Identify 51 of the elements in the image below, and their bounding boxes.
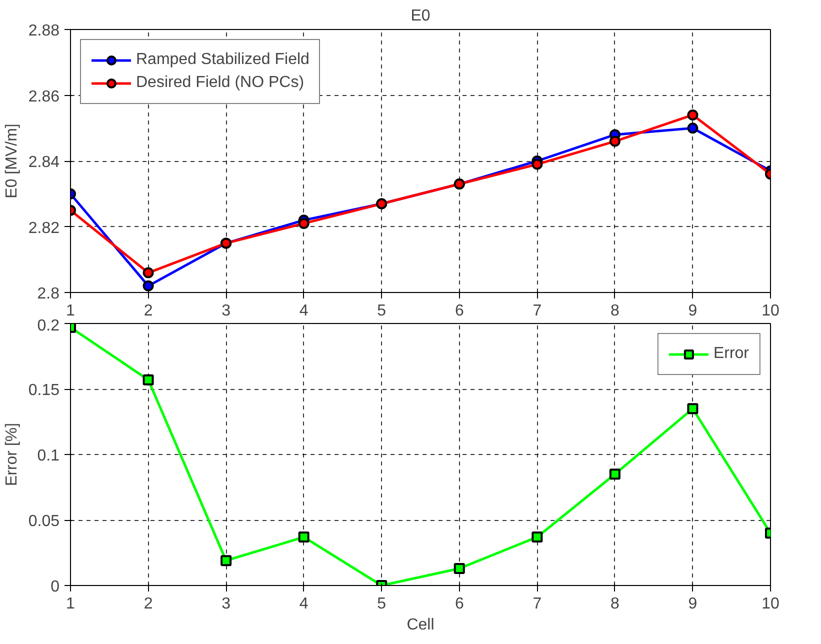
- y-tick-label: 0.2: [37, 318, 60, 334]
- x-tick-label: 8: [610, 596, 620, 612]
- y-tick-label: 2.86: [28, 88, 60, 106]
- x-tick-label: 9: [688, 302, 698, 320]
- point: [687, 109, 698, 120]
- x-tick-label: 8: [610, 302, 620, 320]
- point: [532, 532, 543, 543]
- point: [142, 267, 154, 278]
- point: [142, 280, 154, 292]
- x-tick-label: 7: [532, 596, 542, 612]
- x-axis-title: Cell: [406, 616, 434, 634]
- legend-label: Error: [713, 345, 749, 363]
- x-tick-label: 1: [66, 596, 76, 612]
- y-tick-label: 0: [50, 578, 60, 596]
- point: [454, 562, 465, 574]
- point: [687, 122, 698, 134]
- legend-label: Ramped Stabilized Field: [136, 51, 310, 69]
- x-tick-label: 3: [222, 302, 231, 320]
- legend-label: Desired Field (NO PCs): [136, 74, 304, 92]
- x-tick-label: 2: [144, 596, 153, 612]
- x-tick-label: 10: [762, 596, 780, 612]
- x-tick-label: 5: [377, 596, 386, 612]
- y-tick-label: 0.05: [28, 513, 60, 530]
- point: [298, 532, 310, 543]
- y-tick-label: 0.1: [37, 448, 60, 464]
- x-tick-label: 10: [762, 302, 780, 320]
- point: [609, 136, 620, 147]
- x-tick-label: 6: [454, 596, 464, 612]
- y-axis-title: E0 [MV/m]: [3, 124, 20, 198]
- x-tick-label: 7: [532, 302, 542, 320]
- x-tick-label: 2: [144, 302, 153, 320]
- y-tick-label: 2.82: [28, 220, 60, 237]
- point: [609, 468, 620, 480]
- point: [532, 158, 543, 170]
- x-tick-label: 3: [222, 596, 231, 612]
- point: [220, 555, 232, 566]
- point: [687, 403, 698, 414]
- y-axis-title: Error [%]: [3, 422, 20, 486]
- x-tick-label: 6: [454, 302, 464, 320]
- x-tick-label: 4: [299, 596, 308, 612]
- y-tick-label: 2.8: [37, 286, 60, 302]
- y-tick-label: 2.88: [28, 22, 60, 40]
- point: [142, 374, 154, 386]
- y-tick-label: 2.84: [28, 154, 60, 171]
- x-tick-label: 9: [688, 596, 698, 612]
- x-tick-label: 4: [299, 302, 308, 320]
- y-tick-label: 0.15: [28, 382, 60, 399]
- x-tick-label: 5: [377, 302, 386, 320]
- x-tick-label: 1: [66, 302, 76, 320]
- chart-title: E0: [410, 8, 430, 24]
- point: [298, 218, 310, 229]
